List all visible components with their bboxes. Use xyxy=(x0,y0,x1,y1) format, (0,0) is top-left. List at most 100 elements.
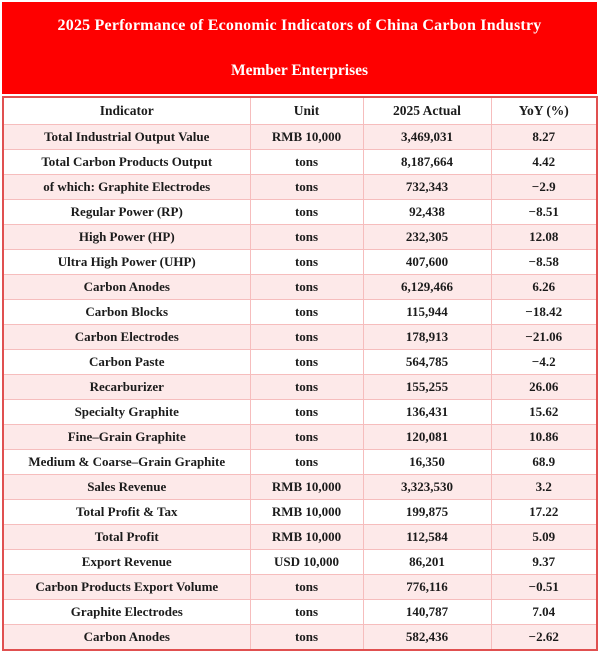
row-yoy-value: −2.9 xyxy=(490,174,598,200)
row-actual-value: 120,081 xyxy=(362,424,492,450)
page-title-line2: Member Enterprises xyxy=(230,62,369,79)
row-unit: tons xyxy=(249,274,364,300)
row-indicator: Sales Revenue xyxy=(2,474,251,500)
row-yoy-value: 4.42 xyxy=(490,149,598,175)
row-actual-value: 92,438 xyxy=(362,199,492,225)
row-yoy-value: −8.51 xyxy=(490,199,598,225)
row-actual-value: 112,584 xyxy=(362,524,492,550)
row-yoy-value: 9.37 xyxy=(490,549,598,575)
row-actual-value: 115,944 xyxy=(362,299,492,325)
row-yoy-value: −8.58 xyxy=(490,249,598,275)
table-row: of which: Graphite Electrodes tons 732,343… xyxy=(2,174,598,200)
col-header-unit: Unit xyxy=(249,96,364,125)
row-unit: tons xyxy=(249,399,364,425)
table-row: Recarburizer tons 155,255 26.06 xyxy=(2,374,598,400)
table-row: Medium & Coarse–Grain Graphite tons 16,350… xyxy=(2,449,598,475)
row-actual-value: 140,787 xyxy=(362,599,492,625)
row-indicator: Carbon Electrodes xyxy=(2,324,251,350)
row-unit: tons xyxy=(249,174,364,200)
row-actual-value: 6,129,466 xyxy=(362,274,492,300)
row-unit: tons xyxy=(249,424,364,450)
indicators-table: Indicator Unit 2025 Actual YoY (%) Total… xyxy=(2,96,598,651)
row-yoy-value: −2.62 xyxy=(490,624,598,651)
row-actual-value: 178,913 xyxy=(362,324,492,350)
row-yoy-value: −21.06 xyxy=(490,324,598,350)
row-unit: RMB 10,000 xyxy=(249,474,364,500)
table-row: Sales Revenue RMB 10,000 3,323,530 3.2 xyxy=(2,474,598,500)
table-row: Carbon Anodes tons 582,436 −2.62 xyxy=(2,624,598,651)
row-yoy-value: 5.09 xyxy=(490,524,598,550)
row-indicator: High Power (HP) xyxy=(2,224,251,250)
row-unit: tons xyxy=(249,599,364,625)
table-row: Carbon Blocks tons 115,944 −18.42 xyxy=(2,299,598,325)
table-row: Total Carbon Products Output tons 8,187,66… xyxy=(2,149,598,175)
row-unit: RMB 10,000 xyxy=(249,524,364,550)
row-actual-value: 86,201 xyxy=(362,549,492,575)
row-actual-value: 155,255 xyxy=(362,374,492,400)
table-row: Carbon Electrodes tons 178,913 −21.06 xyxy=(2,324,598,350)
row-unit: tons xyxy=(249,349,364,375)
row-indicator: of which: Graphite Electrodes xyxy=(2,174,251,200)
row-yoy-value: 68.9 xyxy=(490,449,598,475)
table-row: Carbon Products Export Volume tons 776,116… xyxy=(2,574,598,600)
row-indicator: Export Revenue xyxy=(2,549,251,575)
row-indicator: Specialty Graphite xyxy=(2,399,251,425)
row-unit: tons xyxy=(249,224,364,250)
row-indicator: Total Carbon Products Output xyxy=(2,149,251,175)
row-actual-value: 564,785 xyxy=(362,349,492,375)
row-unit: tons xyxy=(249,574,364,600)
table-row: Graphite Electrodes tons 140,787 7.04 xyxy=(2,599,598,625)
row-actual-value: 199,875 xyxy=(362,499,492,525)
row-indicator: Recarburizer xyxy=(2,374,251,400)
page-title-line1: 2025 Performance of Economic Indicators … xyxy=(57,17,542,34)
row-indicator: Fine–Grain Graphite xyxy=(2,424,251,450)
table-row: Specialty Graphite tons 136,431 15.62 xyxy=(2,399,598,425)
row-actual-value: 407,600 xyxy=(362,249,492,275)
table-row: Regular Power (RP) tons 92,438 −8.51 xyxy=(2,199,598,225)
row-yoy-value: 12.08 xyxy=(490,224,598,250)
row-yoy-value: 7.04 xyxy=(490,599,598,625)
table-row: Total Industrial Output Value RMB 10,000 3… xyxy=(2,124,598,150)
row-indicator: Regular Power (RP) xyxy=(2,199,251,225)
row-unit: tons xyxy=(249,449,364,475)
col-header-2025-actual: 2025 Actual xyxy=(362,96,492,125)
row-indicator: Carbon Paste xyxy=(2,349,251,375)
table-row: Export Revenue USD 10,000 86,201 9.37 xyxy=(2,549,598,575)
row-yoy-value: −0.51 xyxy=(490,574,598,600)
row-actual-value: 232,305 xyxy=(362,224,492,250)
row-yoy-value: −18.42 xyxy=(490,299,598,325)
row-actual-value: 732,343 xyxy=(362,174,492,200)
table-row: Carbon Anodes tons 6,129,466 6.26 xyxy=(2,274,598,300)
row-actual-value: 8,187,664 xyxy=(362,149,492,175)
row-indicator: Carbon Blocks xyxy=(2,299,251,325)
row-indicator: Medium & Coarse–Grain Graphite xyxy=(2,449,251,475)
row-unit: RMB 10,000 xyxy=(249,124,364,150)
col-header-yoy: YoY (%) xyxy=(490,96,598,125)
row-actual-value: 3,469,031 xyxy=(362,124,492,150)
table-row: Carbon Paste tons 564,785 −4.2 xyxy=(2,349,598,375)
row-unit: USD 10,000 xyxy=(249,549,364,575)
table-header-row: Indicator Unit 2025 Actual YoY (%) xyxy=(2,96,598,125)
row-indicator: Carbon Anodes xyxy=(2,624,251,651)
row-unit: tons xyxy=(249,249,364,275)
row-actual-value: 136,431 xyxy=(362,399,492,425)
table-row: Fine–Grain Graphite tons 120,081 10.86 xyxy=(2,424,598,450)
title-banner: 2025 Performance of Economic Indicators … xyxy=(2,2,597,94)
row-yoy-value: 15.62 xyxy=(490,399,598,425)
row-unit: tons xyxy=(249,299,364,325)
row-yoy-value: 3.2 xyxy=(490,474,598,500)
row-yoy-value: −4.2 xyxy=(490,349,598,375)
row-yoy-value: 17.22 xyxy=(490,499,598,525)
row-unit: tons xyxy=(249,199,364,225)
table-row: Total Profit RMB 10,000 112,584 5.09 xyxy=(2,524,598,550)
row-yoy-value: 26.06 xyxy=(490,374,598,400)
row-unit: tons xyxy=(249,374,364,400)
row-indicator: Carbon Products Export Volume xyxy=(2,574,251,600)
row-actual-value: 776,116 xyxy=(362,574,492,600)
row-indicator: Graphite Electrodes xyxy=(2,599,251,625)
row-unit: tons xyxy=(249,624,364,651)
row-unit: tons xyxy=(249,324,364,350)
row-indicator: Ultra High Power (UHP) xyxy=(2,249,251,275)
row-yoy-value: 6.26 xyxy=(490,274,598,300)
